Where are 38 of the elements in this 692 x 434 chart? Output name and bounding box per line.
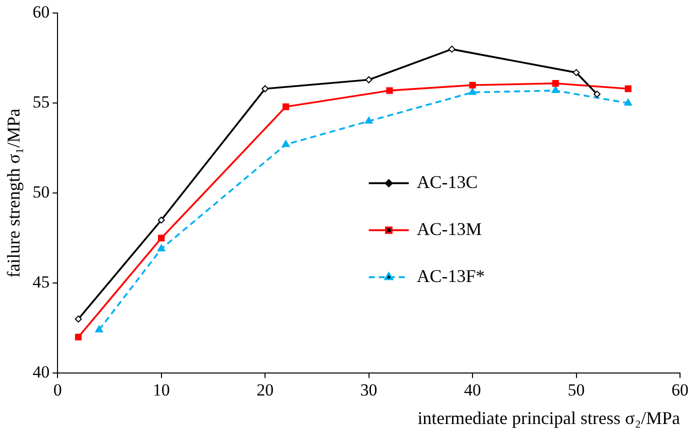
- point: [74, 316, 82, 323]
- x-tick-label: 30: [360, 380, 378, 400]
- point: [365, 76, 372, 84]
- point: [282, 103, 290, 110]
- point: [552, 80, 559, 87]
- legend-label: AC-13F*: [416, 266, 485, 286]
- y-tick-label: 45: [32, 272, 50, 292]
- x-tick-label: 0: [53, 380, 62, 400]
- point: [75, 334, 82, 340]
- legend-label: AC-13C: [416, 172, 478, 192]
- point: [158, 234, 165, 242]
- point: [469, 82, 476, 88]
- point: [624, 85, 632, 92]
- point: [157, 244, 166, 252]
- x-tick-label: 10: [152, 380, 170, 400]
- point: [552, 86, 560, 94]
- point: [95, 325, 104, 332]
- point: [572, 69, 580, 76]
- y-tick-label: 40: [32, 362, 50, 382]
- point: [594, 90, 601, 98]
- point: [158, 216, 165, 224]
- point: [624, 98, 632, 106]
- point: [364, 116, 373, 124]
- y-axis-title: failure strength σ₁/MPa: [4, 108, 24, 278]
- y-tick-label: 50: [32, 182, 50, 202]
- point: [468, 88, 476, 95]
- x-tick-label: 60: [672, 380, 688, 400]
- point: [448, 46, 456, 53]
- y-tick-label: 55: [32, 92, 50, 112]
- point: [386, 87, 393, 94]
- x-tick-label: 40: [464, 380, 482, 400]
- x-tick-label: 20: [256, 380, 274, 400]
- y-tick-label: 60: [32, 2, 50, 22]
- x-axis-title: intermediate principal stress σ₂/MPa: [418, 408, 680, 428]
- point: [262, 85, 269, 92]
- legend-label: AC-13M: [416, 218, 482, 239]
- x-tick-label: 50: [568, 380, 585, 400]
- point: [282, 140, 290, 148]
